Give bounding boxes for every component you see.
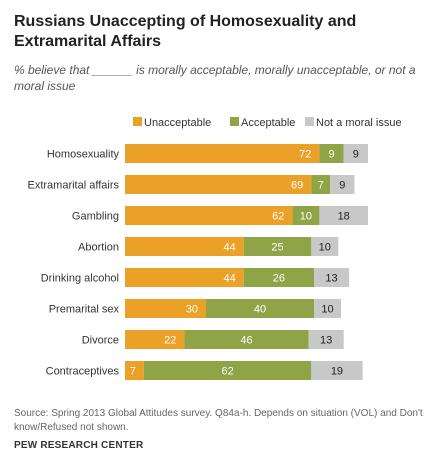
value-label-acceptable-abortion: 25 [271, 242, 283, 254]
value-label-acceptable-contraceptives: 62 [221, 366, 233, 378]
value-label-acceptable-drinking-alcohol: 26 [273, 273, 285, 285]
organization-name: PEW RESEARCH CENTER [14, 440, 143, 451]
category-label-premarital-sex: Premarital sex [49, 304, 120, 316]
value-label-acceptable-homosexuality: 9 [328, 149, 334, 161]
value-label-unacceptable-gambling: 62 [272, 211, 284, 223]
value-label-not-a-moral-issue-extramarital-affairs: 9 [339, 180, 345, 192]
bar-unacceptable-extramarital-affairs [125, 175, 311, 194]
value-label-not-a-moral-issue-homosexuality: 9 [353, 149, 359, 161]
value-label-acceptable-premarital-sex: 40 [254, 304, 266, 316]
category-label-contraceptives: Contraceptives [46, 366, 120, 378]
bar-unacceptable-homosexuality [125, 144, 319, 163]
value-label-unacceptable-homosexuality: 72 [299, 149, 311, 161]
value-label-not-a-moral-issue-drinking-alcohol: 13 [325, 273, 337, 285]
value-label-not-a-moral-issue-gambling: 18 [338, 211, 350, 223]
value-label-acceptable-extramarital-affairs: 7 [318, 180, 324, 192]
value-label-unacceptable-divorce: 22 [164, 335, 176, 347]
value-label-not-a-moral-issue-contraceptives: 19 [331, 366, 343, 378]
value-label-unacceptable-premarital-sex: 30 [186, 304, 198, 316]
value-label-acceptable-divorce: 46 [240, 335, 252, 347]
category-label-divorce: Divorce [82, 335, 119, 347]
value-label-unacceptable-contraceptives: 7 [130, 366, 136, 378]
category-label-abortion: Abortion [78, 242, 119, 254]
bar-unacceptable-gambling [125, 206, 292, 225]
value-label-not-a-moral-issue-premarital-sex: 10 [321, 304, 333, 316]
category-label-extramarital-affairs: Extramarital affairs [28, 180, 120, 192]
value-label-unacceptable-extramarital-affairs: 69 [291, 180, 303, 192]
category-label-drinking-alcohol: Drinking alcohol [41, 273, 119, 285]
value-label-unacceptable-abortion: 44 [224, 242, 236, 254]
source-note: Source: Spring 2013 Global Attitudes sur… [14, 407, 434, 435]
value-label-unacceptable-drinking-alcohol: 44 [224, 273, 236, 285]
value-label-not-a-moral-issue-abortion: 10 [319, 242, 331, 254]
value-label-acceptable-gambling: 10 [300, 211, 312, 223]
category-label-gambling: Gambling [72, 211, 119, 223]
value-label-not-a-moral-issue-divorce: 13 [320, 335, 332, 347]
category-label-homosexuality: Homosexuality [47, 149, 120, 161]
